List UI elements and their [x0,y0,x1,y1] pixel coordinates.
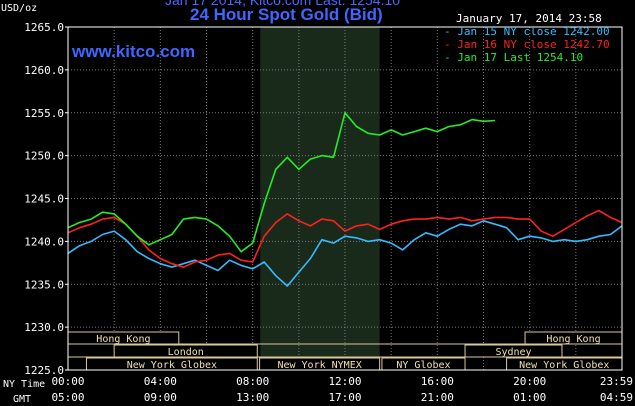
y-tick-label: 1255.0 [24,107,64,120]
legend-item-jan16: - Jan 16 NY close 1242.70 [444,38,610,51]
session-label: Sydney [495,347,531,358]
unit-label: USD/oz [1,3,38,14]
x-tick-label-ny: 08:00 [236,375,269,388]
series-line-2 [67,112,496,253]
y-tick-label: 1240.0 [24,235,64,248]
x-tick-label-gmt: 01:00 [513,391,546,404]
x-tick-label-gmt: 13:00 [236,391,269,404]
session-box [464,344,563,358]
session-label: London [168,347,204,358]
session-label: NY Globex [396,360,450,371]
session-label: New York NYMEX [277,360,361,371]
y-tick-labels: 1225.0 1230.0 1235.0 1240.0 1245.0 1250.0 1255… [24,21,68,377]
x-tick-label-gmt: 05:00 [51,391,84,404]
ny-time-label: NY Time [3,379,45,390]
session-box [113,344,258,358]
chart-subtitle: Jan 17 2014, Kitco.com Last: 1254.10 [165,0,401,8]
site-link[interactable]: www.kitco.com [72,42,196,61]
y-tick-label: 1250.0 [24,150,64,163]
price-series [67,112,623,287]
x-tick-label-ny: 12:00 [328,375,361,388]
legend-label: Jan 16 NY close 1242.70 [457,38,610,51]
chart-title: 24 Hour Spot Gold (Bid) [190,5,383,24]
x-tick-label-gmt: 04:59 [600,391,633,404]
gmt-label: GMT [13,394,31,405]
plot-frame [67,26,623,371]
legend-item-jan17: - Jan 17 Last 1254.10 [444,51,584,64]
y-tick-label: 1260.0 [24,64,64,77]
legend-label: Jan 15 NY close 1242.00 [457,25,610,38]
session-label: New York Globex [519,360,609,371]
y-tick-label: 1225.0 [24,364,64,377]
timestamp: January 17, 2014 23:58 [456,12,602,25]
series-line-1 [67,209,623,268]
x-tick-labels: NY Time GMT 00:00 05:00 04:00 09:00 08:00 13:00… [3,375,633,405]
series-line-0 [67,220,623,287]
y-tick-label: 1265.0 [24,21,64,34]
session-label: New York Globex [127,360,217,371]
x-tick-label-gmt: 17:00 [328,391,361,404]
y-tick-label: 1245.0 [24,193,64,206]
x-tick-label-ny: 16:00 [421,375,454,388]
y-tick-label: 1230.0 [24,321,64,334]
session-label: Hong Kong [96,334,150,345]
x-tick-label-ny: 20:00 [513,375,546,388]
x-tick-label-gmt: 21:00 [421,391,454,404]
x-tick-label-ny: 23:59 [600,375,633,388]
legend-item-jan15: - Jan 15 NY close 1242.00 [444,25,610,38]
legend-label: Jan 17 Last 1254.10 [457,51,584,64]
y-tick-label: 1235.0 [24,278,64,291]
x-tick-label-ny: 04:00 [144,375,177,388]
x-tick-label-ny: 00:00 [51,375,84,388]
session-label: Hong Kong [546,334,600,345]
x-tick-label-gmt: 09:00 [144,391,177,404]
